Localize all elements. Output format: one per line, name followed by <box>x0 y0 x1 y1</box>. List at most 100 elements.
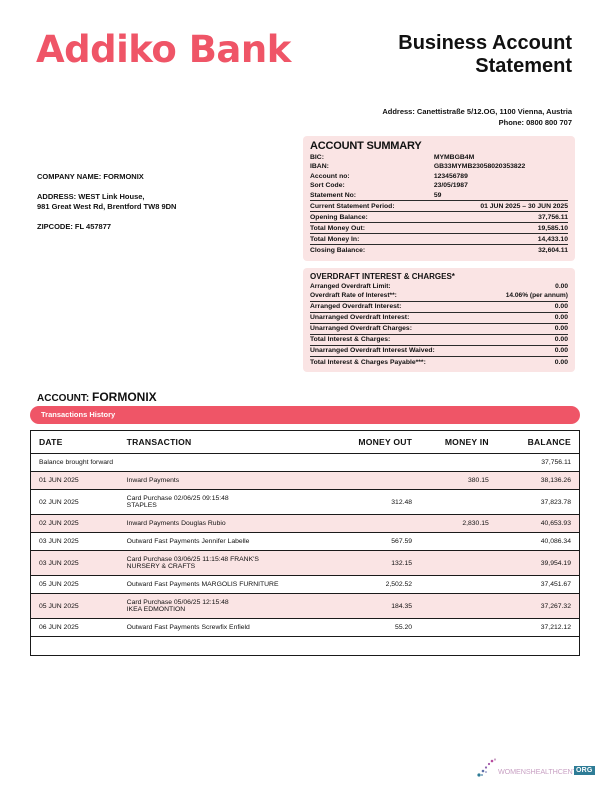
footer-logo-text: WOMENSHEALTHCENTER <box>498 767 587 776</box>
customer-details: COMPANY NAME: FORMONIX ADDRESS: WEST Lin… <box>37 172 287 232</box>
row-money-in: 380.15 <box>420 471 497 490</box>
row-money-out <box>337 514 421 533</box>
summary-field-statement-no: Statement No: 59 <box>310 191 568 200</box>
row-date: 05 JUN 2025 <box>31 575 119 594</box>
row-description-line1: Outward Fast Payments Jennifer Labelle <box>126 538 250 545</box>
summary-label: Closing Balance: <box>310 246 366 254</box>
overdraft-label: Total Interest & Charges Payable***: <box>310 358 426 366</box>
spacer <box>37 212 287 222</box>
overdraft-value: 0.00 <box>554 314 568 322</box>
transactions-history-banner: Transactions History <box>30 406 580 424</box>
customer-zipcode: ZIPCODE: FL 457877 <box>37 222 112 231</box>
summary-opening-balance: Opening Balance: 37,756.11 <box>310 211 568 222</box>
brought-forward-money-out <box>337 453 421 472</box>
row-date: 01 JUN 2025 <box>31 471 119 490</box>
row-description-line1: Outward Fast Payments Screwfix Enfield <box>126 624 250 631</box>
table-empty-space <box>31 637 579 656</box>
overdraft-label: Arranged Overdraft Limit: <box>310 283 391 290</box>
row-money-in <box>420 532 497 551</box>
overdraft-label: Arranged Overdraft Interest: <box>310 303 402 311</box>
bank-logo-wordmark: Addiko Bank <box>36 28 291 71</box>
overdraft-label: Unarranged Overdraft Interest: <box>310 314 410 322</box>
row-date: 02 JUN 2025 <box>31 514 119 533</box>
row-description-line1: Card Purchase 02/06/25 09:15:48 <box>126 495 229 502</box>
row-description-line1: Outward Fast Payments MARGOLIS FURNITURE <box>126 581 279 588</box>
transactions-table: DATE TRANSACTION MONEY OUT MONEY IN BALA… <box>31 431 579 655</box>
customer-address-line2: 981 Great West Rd, Brentford TW8 9DN <box>37 202 177 211</box>
row-money-out: 184.35 <box>337 593 421 619</box>
account-summary-title: ACCOUNT SUMMARY <box>310 140 422 152</box>
overdraft-value: 0.00 <box>554 325 568 333</box>
row-description-line2: STAPLES <box>126 502 157 509</box>
summary-value: GB33MYMB23058020353822 <box>433 163 526 171</box>
row-description-line1: Card Purchase 03/06/25 11:15:48 FRANK'S <box>126 556 259 563</box>
row-money-in <box>420 618 497 637</box>
column-header-money-out: MONEY OUT <box>337 431 421 454</box>
row-money-out <box>337 471 421 490</box>
overdraft-value: 0.00 <box>554 358 568 366</box>
summary-label: Account no: <box>310 172 350 180</box>
row-date: 02 JUN 2025 <box>31 489 119 515</box>
row-description: Card Purchase 03/06/25 11:15:48 FRANK'S … <box>118 550 338 576</box>
table-row: 03 JUN 2025 Card Purchase 03/06/25 11:15… <box>31 550 579 576</box>
summary-field-bic: BIC: MYMBGB4M <box>310 153 568 162</box>
row-money-in <box>420 550 497 576</box>
row-description: Outward Fast Payments Jennifer Labelle <box>118 532 338 551</box>
transactions-table-wrapper: DATE TRANSACTION MONEY OUT MONEY IN BALA… <box>30 430 580 656</box>
summary-value: 37,756.11 <box>538 213 568 221</box>
summary-value: 14,433.10 <box>537 235 568 243</box>
row-description: Outward Fast Payments Screwfix Enfield <box>118 618 338 637</box>
overdraft-rate-of-interest: Overdraft Rate of Interest**: 14.06% (pe… <box>310 291 568 300</box>
table-row: 06 JUN 2025 Outward Fast Payments Screwf… <box>31 618 579 637</box>
summary-value: 32,604.11 <box>538 246 568 254</box>
row-description: Inward Payments <box>118 471 338 490</box>
overdraft-title: OVERDRAFT INTEREST & CHARGES* <box>310 272 455 281</box>
dots-decoration-icon <box>477 758 497 777</box>
spacer <box>37 182 287 192</box>
table-row-brought-forward: Balance brought forward 37,756.11 <box>31 453 579 472</box>
column-header-money-in: MONEY IN <box>420 431 497 454</box>
column-header-date: DATE <box>31 431 119 454</box>
brought-forward-balance: 37,756.11 <box>496 453 579 472</box>
row-description-line2: IKEA EDMONTION <box>126 606 186 613</box>
overdraft-value: 0.00 <box>554 336 568 344</box>
document-title: Business Account Statement <box>272 32 572 78</box>
column-header-transaction: TRANSACTION <box>118 431 338 454</box>
summary-label: Total Money In: <box>310 235 360 243</box>
overdraft-panel: OVERDRAFT INTEREST & CHARGES* Arranged O… <box>303 268 575 373</box>
row-balance: 40,086.34 <box>496 532 579 551</box>
brought-forward-label: Balance brought forward <box>31 453 338 472</box>
overdraft-value: 14.06% (per annum) <box>505 292 568 300</box>
overdraft-label: Overdraft Rate of Interest**: <box>310 292 397 300</box>
row-balance: 37,823.78 <box>496 489 579 515</box>
account-heading-name: FORMONIX <box>92 390 157 404</box>
table-row: 05 JUN 2025 Card Purchase 05/06/25 12:15… <box>31 593 579 619</box>
bank-address: Address: Canettistraße 5/12.OG, 1100 Vie… <box>382 107 572 116</box>
summary-label: Opening Balance: <box>310 213 368 221</box>
row-balance: 39,954.19 <box>496 550 579 576</box>
summary-statement-period: Current Statement Period: 01 JUN 2025 – … <box>310 200 568 211</box>
overdraft-value: 0.00 <box>555 283 568 290</box>
overdraft-arranged-interest: Arranged Overdraft Interest: 0.00 <box>310 300 568 312</box>
bank-phone: Phone: 0800 800 707 <box>498 118 572 127</box>
row-description: Inward Payments Douglas Rubio <box>118 514 338 533</box>
row-balance: 40,653.93 <box>496 514 579 533</box>
document-title-line2: Statement <box>475 55 572 77</box>
overdraft-total-payable: Total Interest & Charges Payable***: 0.0… <box>310 356 568 367</box>
table-row: 05 JUN 2025 Outward Fast Payments MARGOL… <box>31 575 579 594</box>
overdraft-interest-waived: Unarranged Overdraft Interest Waived: 0.… <box>310 344 568 356</box>
row-money-in <box>420 575 497 594</box>
row-date: 03 JUN 2025 <box>31 550 119 576</box>
footer-logo-badge: ORG <box>574 766 595 775</box>
table-row: 03 JUN 2025 Outward Fast Payments Jennif… <box>31 532 579 551</box>
summary-label: BIC: <box>310 154 324 161</box>
summary-total-money-in: Total Money In: 14,433.10 <box>310 233 568 244</box>
table-header-row: DATE TRANSACTION MONEY OUT MONEY IN BALA… <box>31 431 579 454</box>
account-summary-panel: ACCOUNT SUMMARY BIC: MYMBGB4M IBAN: GB33… <box>303 136 575 261</box>
row-balance: 37,451.67 <box>496 575 579 594</box>
row-date: 03 JUN 2025 <box>31 532 119 551</box>
summary-closing-balance: Closing Balance: 32,604.11 <box>310 244 568 255</box>
overdraft-arranged-limit: Arranged Overdraft Limit: 0.00 <box>310 282 568 291</box>
row-description-line2: NURSERY & CRAFTS <box>126 563 196 570</box>
